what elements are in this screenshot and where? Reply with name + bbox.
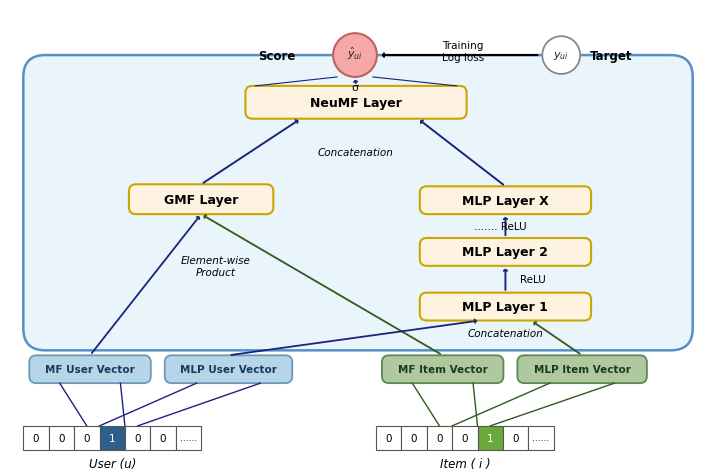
Bar: [401, 426, 427, 450]
Bar: [74, 426, 99, 450]
Text: 0: 0: [436, 433, 443, 443]
Text: Element-wise
Product: Element-wise Product: [181, 256, 251, 277]
FancyBboxPatch shape: [420, 238, 591, 266]
Bar: [477, 426, 503, 450]
FancyBboxPatch shape: [129, 185, 274, 215]
Text: Training
Log loss: Training Log loss: [442, 41, 485, 63]
Text: Score: Score: [258, 50, 295, 62]
Text: 0: 0: [411, 433, 418, 443]
Bar: [99, 426, 125, 450]
Text: MLP Layer 1: MLP Layer 1: [462, 300, 549, 313]
Text: 1: 1: [109, 433, 115, 443]
Text: MLP Layer 2: MLP Layer 2: [462, 246, 549, 259]
Text: NeuMF Layer: NeuMF Layer: [310, 97, 402, 109]
Text: 0: 0: [84, 433, 90, 443]
Text: $y_{ui}$: $y_{ui}$: [553, 50, 570, 62]
FancyBboxPatch shape: [30, 356, 150, 383]
Text: MLP Item Vector: MLP Item Vector: [534, 365, 631, 375]
Text: User (u): User (u): [89, 457, 136, 470]
Text: MLP Layer X: MLP Layer X: [462, 194, 549, 207]
Bar: [176, 426, 201, 450]
Text: σ: σ: [351, 83, 359, 93]
FancyBboxPatch shape: [420, 187, 591, 215]
Text: 0: 0: [385, 433, 392, 443]
FancyBboxPatch shape: [518, 356, 647, 383]
Text: ....... ReLU: ....... ReLU: [474, 222, 527, 232]
Text: Concatenation: Concatenation: [467, 329, 544, 339]
Text: 0: 0: [160, 433, 166, 443]
FancyBboxPatch shape: [382, 356, 503, 383]
Text: Concatenation: Concatenation: [317, 147, 393, 157]
Bar: [49, 426, 74, 450]
FancyBboxPatch shape: [420, 293, 591, 321]
Bar: [503, 426, 528, 450]
Text: MF Item Vector: MF Item Vector: [398, 365, 487, 375]
Bar: [150, 426, 176, 450]
Bar: [125, 426, 150, 450]
Text: ReLU: ReLU: [521, 275, 546, 285]
Text: GMF Layer: GMF Layer: [164, 193, 238, 206]
Text: ......: ......: [180, 434, 197, 442]
Circle shape: [542, 37, 580, 75]
Text: $\hat{y}_{ui}$: $\hat{y}_{ui}$: [347, 46, 363, 62]
Bar: [452, 426, 477, 450]
FancyBboxPatch shape: [246, 87, 467, 119]
FancyBboxPatch shape: [23, 56, 693, 351]
FancyBboxPatch shape: [165, 356, 292, 383]
Bar: [23, 426, 49, 450]
Text: Item ( i ): Item ( i ): [439, 457, 490, 470]
Text: 0: 0: [513, 433, 519, 443]
Circle shape: [333, 34, 377, 78]
Text: 0: 0: [32, 433, 40, 443]
Text: 1: 1: [487, 433, 493, 443]
Text: ......: ......: [532, 434, 549, 442]
Bar: [427, 426, 452, 450]
Text: 0: 0: [135, 433, 141, 443]
Text: 0: 0: [462, 433, 468, 443]
Text: MF User Vector: MF User Vector: [45, 365, 135, 375]
Text: 0: 0: [58, 433, 65, 443]
Text: Target: Target: [590, 50, 633, 62]
Bar: [376, 426, 401, 450]
Bar: [528, 426, 554, 450]
Text: MLP User Vector: MLP User Vector: [180, 365, 277, 375]
